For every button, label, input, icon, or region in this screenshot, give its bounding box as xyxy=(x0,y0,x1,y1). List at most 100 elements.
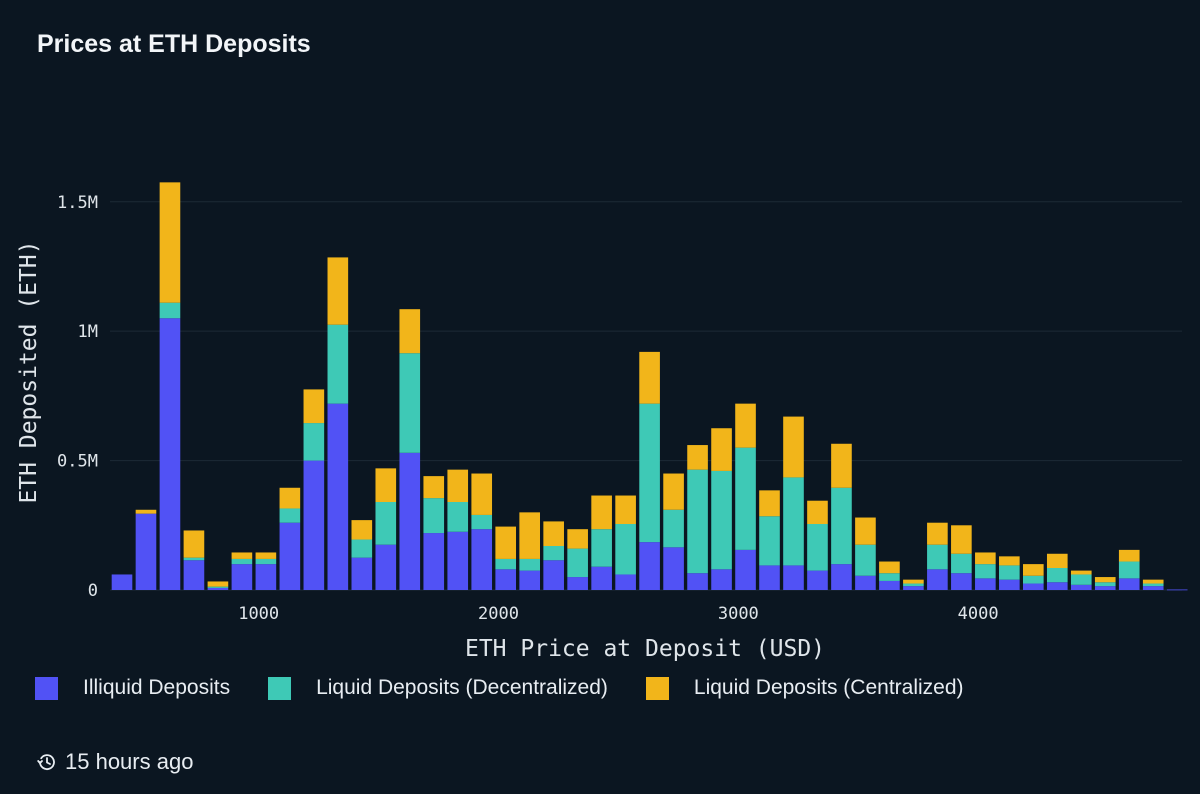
bar-segment-series-1[interactable] xyxy=(1046,568,1068,583)
bar-segment-series-0[interactable] xyxy=(615,574,636,590)
bar-segment-series-1[interactable] xyxy=(615,524,636,575)
bar-segment-series-2[interactable] xyxy=(591,495,612,530)
bar-segment-series-0[interactable] xyxy=(1118,578,1140,590)
bar-segment-series-0[interactable] xyxy=(1022,583,1044,590)
bar-segment-series-0[interactable] xyxy=(447,531,469,590)
bar-segment-series-1[interactable] xyxy=(807,524,828,571)
bar-segment-series-0[interactable] xyxy=(1046,582,1068,590)
bar-segment-series-1[interactable] xyxy=(999,565,1020,580)
bar-segment-series-0[interactable] xyxy=(423,533,445,590)
legend-item-illiquid[interactable]: Illiquid Deposits xyxy=(35,676,230,700)
bar-segment-series-2[interactable] xyxy=(1142,579,1164,584)
bar-segment-series-2[interactable] xyxy=(999,556,1020,566)
bar-segment-series-0[interactable] xyxy=(855,575,876,590)
bar-segment-series-1[interactable] xyxy=(783,477,804,566)
bar-segment-series-2[interactable] xyxy=(423,476,445,499)
bar-segment-series-1[interactable] xyxy=(543,546,564,561)
bar-segment-series-1[interactable] xyxy=(759,516,780,566)
bar-segment-series-0[interactable] xyxy=(999,579,1020,590)
bar-segment-series-0[interactable] xyxy=(831,564,852,590)
bar-segment-series-2[interactable] xyxy=(375,468,397,502)
bar-segment-series-1[interactable] xyxy=(303,423,325,461)
bar-segment-series-1[interactable] xyxy=(471,514,493,530)
bar-segment-series-1[interactable] xyxy=(1022,575,1044,584)
bar-segment-series-0[interactable] xyxy=(1070,584,1092,590)
bar-segment-series-0[interactable] xyxy=(759,565,780,590)
bar-segment-series-1[interactable] xyxy=(255,558,277,565)
bar-segment-series-1[interactable] xyxy=(1118,561,1140,579)
bar-segment-series-0[interactable] xyxy=(471,529,493,590)
bar-segment-series-0[interactable] xyxy=(687,573,708,590)
bar-segment-series-2[interactable] xyxy=(495,526,517,559)
bar-segment-series-1[interactable] xyxy=(687,469,708,574)
bar-segment-series-0[interactable] xyxy=(1094,586,1116,590)
bar-segment-series-1[interactable] xyxy=(1070,574,1092,585)
bar-segment-series-2[interactable] xyxy=(687,445,708,470)
bar-segment-series-2[interactable] xyxy=(1118,549,1140,562)
bar-segment-series-1[interactable] xyxy=(375,502,397,545)
bar-segment-series-0[interactable] xyxy=(711,569,732,590)
bar-segment-series-0[interactable] xyxy=(327,403,349,590)
bar-segment-series-1[interactable] xyxy=(951,553,972,574)
bar-segment-series-0[interactable] xyxy=(591,566,612,590)
bar-segment-series-0[interactable] xyxy=(951,573,972,590)
bar-segment-series-1[interactable] xyxy=(183,557,205,561)
bar-segment-series-2[interactable] xyxy=(1070,570,1092,575)
bar-segment-series-1[interactable] xyxy=(591,529,612,567)
bar-segment-series-0[interactable] xyxy=(135,513,157,590)
bar-segment-series-2[interactable] xyxy=(903,579,924,584)
bar-segment-series-1[interactable] xyxy=(159,302,181,319)
bar-segment-series-1[interactable] xyxy=(663,509,684,548)
bar-segment-series-0[interactable] xyxy=(231,564,253,590)
bar-segment-series-2[interactable] xyxy=(615,495,636,524)
bar-segment-series-0[interactable] xyxy=(519,570,540,590)
bar-segment-series-2[interactable] xyxy=(1094,577,1116,583)
bar-segment-series-0[interactable] xyxy=(255,564,277,590)
bar-segment-series-0[interactable] xyxy=(783,565,804,590)
bar-segment-series-2[interactable] xyxy=(447,469,469,502)
bar-segment-series-2[interactable] xyxy=(975,552,996,565)
bar-segment-series-1[interactable] xyxy=(927,544,948,570)
bar-segment-series-0[interactable] xyxy=(807,570,828,590)
legend-item-liquid-centralized[interactable]: Liquid Deposits (Centralized) xyxy=(645,676,964,700)
bar-segment-series-1[interactable] xyxy=(231,558,253,565)
bar-segment-series-0[interactable] xyxy=(279,522,301,590)
bar-segment-series-0[interactable] xyxy=(567,577,588,590)
bar-segment-series-1[interactable] xyxy=(567,548,588,578)
legend-item-liquid-decentralized[interactable]: Liquid Deposits (Decentralized) xyxy=(268,676,608,700)
bar-segment-series-2[interactable] xyxy=(279,487,301,509)
bar-segment-series-2[interactable] xyxy=(327,257,349,325)
bar-segment-series-0[interactable] xyxy=(111,574,133,590)
bar-segment-series-1[interactable] xyxy=(447,502,469,532)
bar-segment-series-0[interactable] xyxy=(159,318,181,590)
bar-segment-series-2[interactable] xyxy=(135,509,157,514)
bar-segment-series-1[interactable] xyxy=(495,558,517,570)
bar-segment-series-2[interactable] xyxy=(399,309,421,354)
bar-segment-series-0[interactable] xyxy=(975,578,996,590)
bar-segment-series-2[interactable] xyxy=(543,521,564,546)
bar-segment-series-2[interactable] xyxy=(735,403,756,448)
bar-segment-series-2[interactable] xyxy=(855,517,876,545)
bar-segment-series-1[interactable] xyxy=(975,564,996,579)
bar-segment-series-1[interactable] xyxy=(1142,583,1164,587)
bar-segment-series-2[interactable] xyxy=(471,473,493,515)
bar-segment-series-2[interactable] xyxy=(663,473,684,510)
bar-segment-series-1[interactable] xyxy=(327,324,349,404)
bar-segment-series-2[interactable] xyxy=(567,529,588,549)
bar-segment-series-0[interactable] xyxy=(1142,586,1164,590)
bar-segment-series-0[interactable] xyxy=(399,452,421,590)
bar-segment-series-2[interactable] xyxy=(207,581,229,587)
bar-segment-series-0[interactable] xyxy=(543,560,564,590)
bar-segment-series-2[interactable] xyxy=(1046,553,1068,568)
bar-segment-series-1[interactable] xyxy=(903,583,924,587)
bar-segment-series-2[interactable] xyxy=(639,351,660,404)
bar-segment-series-2[interactable] xyxy=(1022,564,1044,576)
bar-segment-series-2[interactable] xyxy=(519,512,540,559)
bar-segment-series-2[interactable] xyxy=(807,500,828,524)
bar-segment-series-2[interactable] xyxy=(183,530,205,558)
bar-segment-series-0[interactable] xyxy=(735,549,756,590)
bar-segment-series-0[interactable] xyxy=(879,580,900,590)
bar-segment-series-1[interactable] xyxy=(879,573,900,581)
bar-segment-series-1[interactable] xyxy=(279,508,301,523)
bar-segment-series-2[interactable] xyxy=(255,552,277,559)
